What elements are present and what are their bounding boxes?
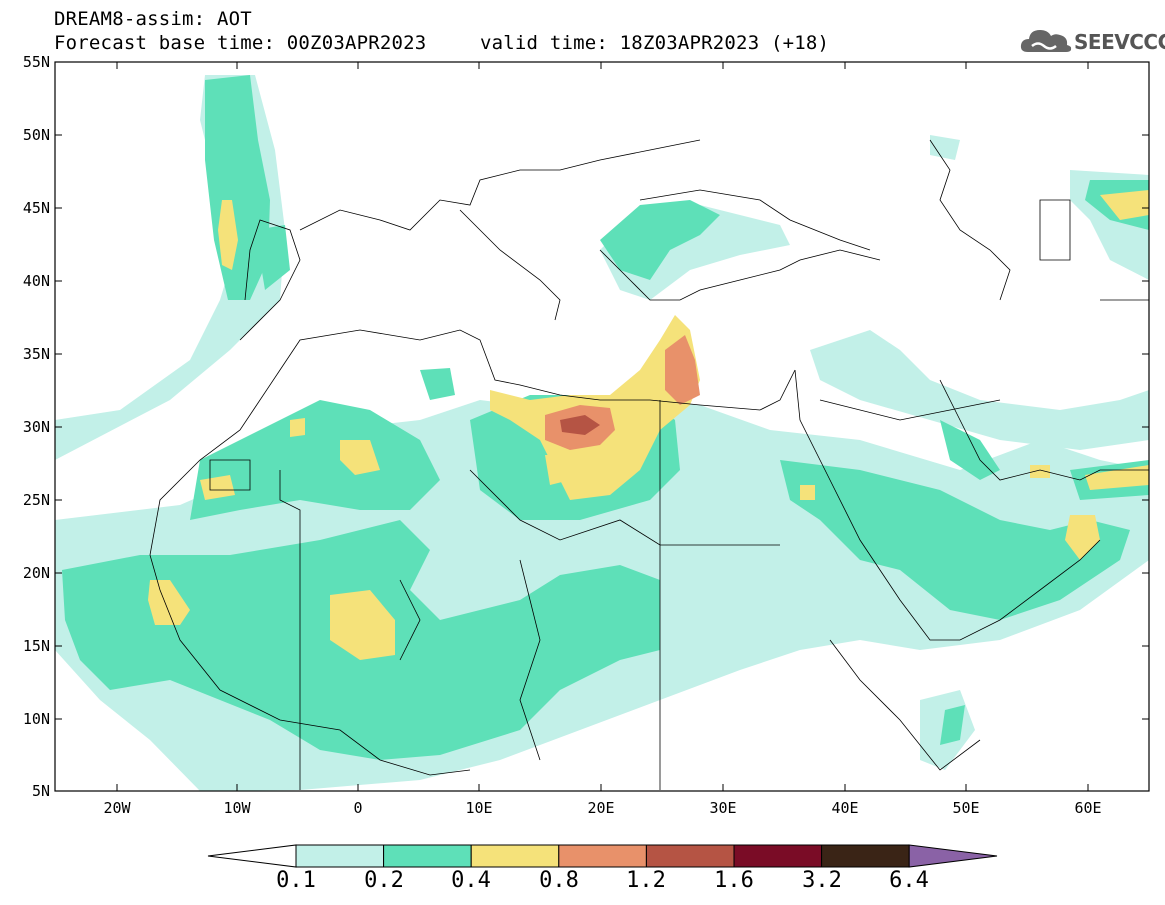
colorbar-swatch-below-0.1 [207,844,297,868]
coastlines [149,139,1149,790]
lon-label: 50E [952,799,980,817]
axis-ticks [55,61,1149,792]
lon-label: 10W [223,799,251,817]
colorbar-label: 1.6 [714,868,754,893]
seevccc-logo: SEEVCCC [1018,24,1165,60]
colorbar-swatch-1.6-3.2 [733,844,823,868]
lon-label: 10E [465,799,493,817]
lat-label: 45N [22,199,50,217]
colorbar-swatch-0.4-0.8 [470,844,560,868]
lon-label: 0 [353,799,363,817]
lat-label: 55N [22,53,50,71]
lat-label: 25N [22,491,50,509]
lat-label: 10N [22,710,50,728]
lon-label: 30E [709,799,737,817]
logo-text: SEEVCCC [1074,30,1165,54]
lon-label: 40E [831,799,859,817]
lon-label: 60E [1074,799,1102,817]
colorbar-label: 0.2 [364,868,404,893]
lat-label: 5N [31,782,50,800]
lon-label: 20E [587,799,615,817]
map-title: DREAM8-assim: AOT [54,8,252,30]
cloud-icon [1020,30,1072,52]
colorbar-label: 0.8 [539,868,579,893]
lat-label: 35N [22,345,50,363]
colorbar-label: 6.4 [889,868,929,893]
lat-label: 50N [22,126,50,144]
colorbar-swatch-0.1-0.2 [295,844,385,868]
colorbar-swatch-3.2-6.4 [821,844,910,868]
lat-label: 15N [22,637,50,655]
colorbar-swatch-0.2-0.4 [383,844,472,868]
colorbar [207,844,998,868]
colorbar-swatch-1.2-1.6 [645,844,735,868]
colorbar-label: 1.2 [626,868,666,893]
lon-label: 20W [103,799,131,817]
forecast-base-time: Forecast base time: 00Z03APR2023 [54,32,427,54]
lat-label: 20N [22,564,50,582]
aot-shading [55,75,1149,791]
lat-label: 40N [22,272,50,290]
valid-time: valid time: 18Z03APR2023 (+18) [480,32,830,54]
colorbar-swatch-0.8-1.2 [558,844,647,868]
colorbar-label: 0.1 [276,868,316,893]
colorbar-label: 3.2 [802,868,842,893]
colorbar-label: 0.4 [451,868,491,893]
colorbar-swatch-above-6.4 [908,844,998,868]
lat-label: 30N [22,418,50,436]
